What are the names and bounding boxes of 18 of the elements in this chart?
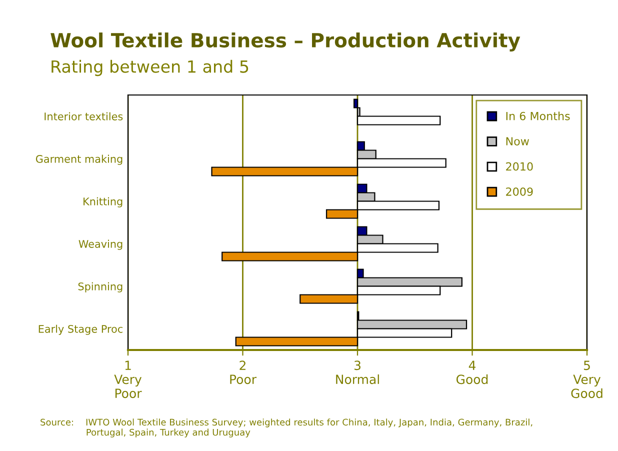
source-note: Source: IWTO Wool Textile Business Survey; weighted results for China, Italy, Japan, India, Germany, Brazil, Portugal, Spain, Turkey and Uruguay xyxy=(40,418,532,438)
y-tick-label: Spinning xyxy=(78,282,122,292)
y-tick-label: Interior textiles xyxy=(44,112,123,120)
y-tick-label: Early Stage Proc xyxy=(38,324,122,335)
y-tick-label: Weaving xyxy=(78,240,122,250)
legend-label: In 6 Months xyxy=(506,112,570,120)
y-tick-label: Garment making xyxy=(36,154,122,165)
x-tick-label: 1 Very Poor xyxy=(114,360,142,398)
x-tick-label: 4 Good xyxy=(456,360,488,384)
x-tick-label: 3 Normal xyxy=(336,360,379,384)
y-tick-label: Knitting xyxy=(84,197,122,208)
legend-label: 2009 xyxy=(506,187,533,196)
x-tick-label: 2 Poor xyxy=(230,360,257,384)
legend-label: 2010 xyxy=(506,162,533,171)
x-tick-label: 5 Very Good xyxy=(571,360,602,398)
chart-title: Wool Textile Business – Production Activity xyxy=(50,32,520,52)
chart-subtitle: Rating between 1 and 5 xyxy=(52,60,248,76)
legend-label: Now xyxy=(506,137,529,146)
